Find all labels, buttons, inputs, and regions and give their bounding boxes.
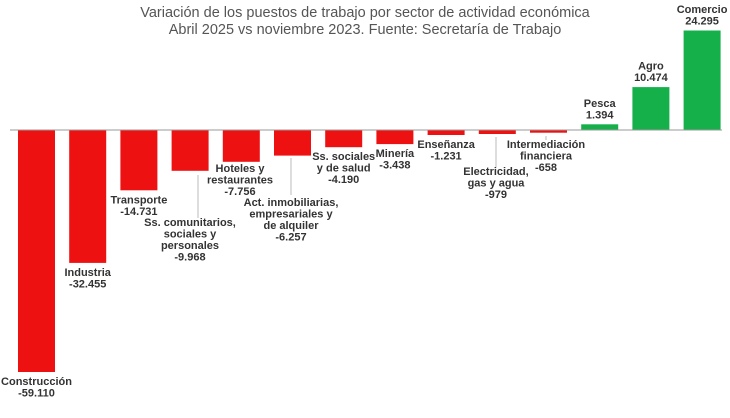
chart-subtitle: Abril 2025 vs noviembre 2023. Fuente: Se…: [169, 22, 562, 38]
bar-label-6: Act. inmobiliarias, empresariales y de alq…: [244, 197, 339, 244]
bar-label-1: Construcción -59.110: [1, 376, 72, 400]
bar-8: [376, 130, 414, 145]
bar-9: [427, 130, 465, 135]
category-label: Minería: [376, 148, 415, 160]
bar-4: [171, 130, 209, 171]
category-label: de alquiler: [263, 220, 319, 232]
bar-label-8: Minería -3.438: [376, 148, 415, 172]
value-label: -3.438: [379, 160, 410, 172]
category-label: Ss. sociales: [312, 151, 375, 163]
category-label: Ss. comunitarios,: [144, 217, 236, 229]
bar-2: [69, 130, 107, 263]
value-label: -14.731: [120, 206, 157, 218]
bar-label-7: Ss. sociales y de salud -4.190: [312, 151, 375, 186]
bar-label-5: Hoteles y restaurantes -7.756: [207, 163, 273, 198]
bar-5: [222, 130, 260, 162]
bar-label-2: Industria -32.455: [64, 267, 111, 291]
category-label: Transporte: [110, 194, 167, 206]
bar-13: [632, 87, 670, 130]
category-label: Comercio: [677, 4, 728, 16]
category-label: empresariales y: [249, 209, 333, 221]
value-label: -6.257: [275, 232, 306, 244]
category-label: Hoteles y: [216, 163, 266, 175]
bar-label-9: Enseñanza -1.231: [417, 139, 475, 163]
bar-label-4: Ss. comunitarios, sociales y personales -9.…: [144, 217, 236, 264]
bar-label-3: Transporte -14.731: [110, 194, 167, 218]
category-label: Act. inmobiliarias,: [244, 197, 339, 209]
value-label: 10.474: [634, 72, 669, 84]
bar-label-14: Comercio 24.295: [677, 4, 728, 28]
category-label: financiera: [520, 151, 573, 163]
value-label: -4.190: [328, 174, 359, 186]
value-label: -32.455: [69, 278, 106, 290]
value-label: -7.756: [224, 186, 255, 198]
bar-10: [478, 130, 516, 134]
category-label: restaurantes: [207, 175, 273, 187]
category-label: Construcción: [1, 376, 72, 388]
bar-label-12: Pesca 1.394: [584, 98, 617, 122]
bar-label-13: Agro 10.474: [634, 61, 669, 85]
value-label: -9.968: [174, 252, 205, 264]
bar-7: [325, 130, 363, 148]
category-label: gas y agua: [468, 178, 526, 190]
bar-6: [274, 130, 311, 156]
value-label: -979: [485, 189, 507, 201]
category-label: Agro: [638, 61, 664, 73]
value-label: -59.110: [18, 388, 55, 400]
category-label: sociales y: [164, 229, 217, 241]
category-label: Pesca: [584, 98, 617, 110]
labels-group: Construcción -59.110 Industria -32.455 Trans…: [1, 4, 728, 400]
category-label: Industria: [64, 267, 111, 279]
bar-3: [120, 130, 158, 191]
value-label: 1.394: [586, 109, 614, 121]
bar-1: [18, 130, 55, 372]
bars-group: [18, 30, 721, 372]
bar-11: [530, 130, 567, 133]
value-label: -658: [535, 162, 557, 174]
bar-12: [581, 124, 619, 130]
bar-label-10: Electricidad, gas y agua -979: [463, 166, 528, 201]
bar-14: [683, 30, 721, 130]
category-label: Electricidad,: [463, 166, 528, 178]
chart-title: Variación de los puestos de trabajo por …: [140, 5, 590, 21]
category-label: Intermediación: [507, 139, 586, 151]
value-label: -1.231: [430, 151, 461, 163]
category-label: Enseñanza: [417, 139, 475, 151]
value-label: 24.295: [685, 16, 719, 28]
category-label: y de salud: [317, 163, 371, 175]
leader-lines-group: [197, 136, 547, 218]
bar-label-11: Intermediación financiera -658: [507, 139, 586, 174]
category-label: personales: [161, 240, 219, 252]
